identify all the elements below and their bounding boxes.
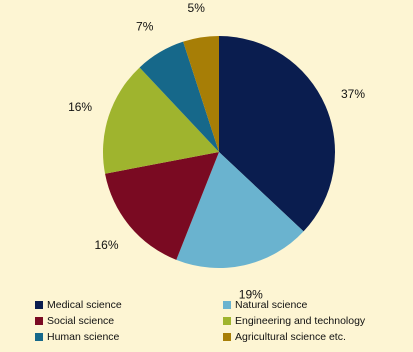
legend-item-natural-science: Natural science (223, 298, 413, 312)
pie-slice-natural-science (176, 152, 304, 268)
legend-swatch (223, 317, 231, 325)
slice-percent-label: 5% (188, 1, 206, 15)
pie-slice-medical-science (219, 36, 336, 232)
legend-swatch (35, 317, 43, 325)
slice-percent-label: 16% (94, 238, 118, 252)
slice-percent-label: 19% (239, 288, 263, 301)
legend-swatch (35, 333, 43, 341)
legend-item-social-science: Social science (35, 314, 223, 328)
legend: Medical science Natural science Social s… (35, 298, 413, 344)
legend-label: Agricultural science etc. (235, 331, 346, 343)
pie-slice-agricultural-science-etc (183, 36, 219, 152)
slice-percent-label: 7% (136, 19, 154, 33)
pie-chart: 37% 19% 16% 16% 7% 5% (68, 1, 365, 301)
pie-slice-human-science (139, 41, 219, 152)
legend-label: Natural science (235, 299, 308, 311)
legend-item-agricultural-science: Agricultural science etc. (223, 330, 413, 344)
legend-swatch (223, 333, 231, 341)
legend-item-human-science: Human science (35, 330, 223, 344)
legend-swatch (223, 301, 231, 309)
legend-item-medical-science: Medical science (35, 298, 223, 312)
legend-label: Social science (47, 315, 115, 327)
pie-slice-social-science (105, 152, 219, 260)
slice-percent-label: 16% (68, 100, 92, 114)
slice-percent-label: 37% (341, 87, 365, 101)
legend-label: Medical science (47, 299, 122, 311)
pie-slice-engineering-and-technology (102, 67, 219, 174)
legend-item-engineering-and-technology: Engineering and technology (223, 314, 413, 328)
legend-swatch (35, 301, 43, 309)
legend-label: Engineering and technology (235, 315, 366, 327)
legend-label: Human science (47, 331, 120, 343)
